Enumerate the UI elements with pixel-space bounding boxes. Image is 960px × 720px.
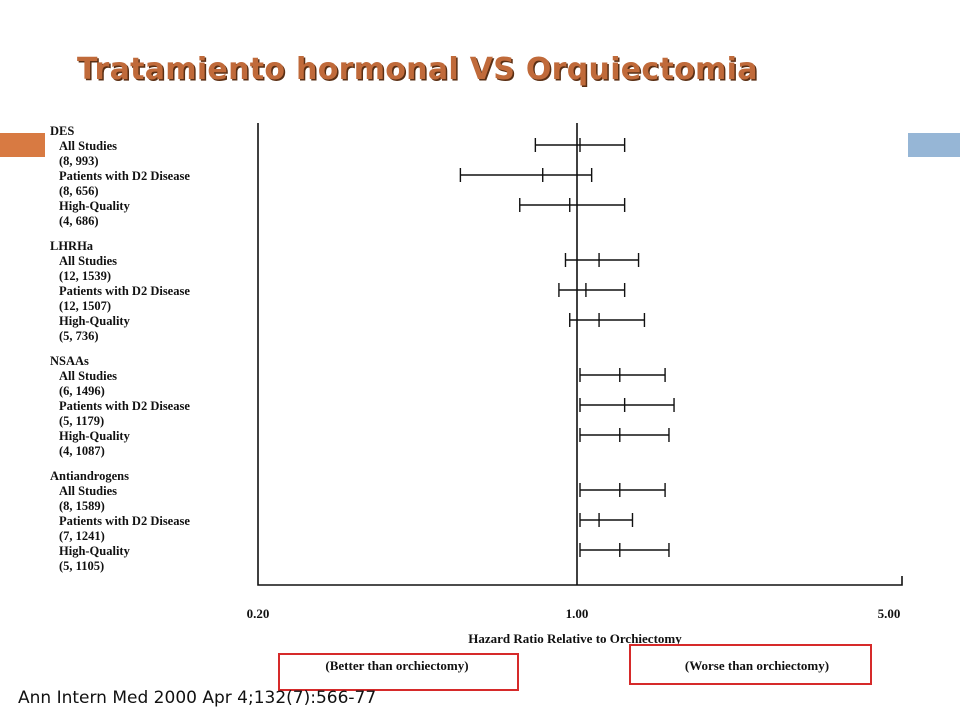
row-count: (8, 656) (59, 184, 99, 198)
row-label: All Studies (59, 254, 117, 268)
group-label: NSAAs (50, 354, 89, 368)
slide-title: Tratamiento hormonal VS Orquiectomia (77, 52, 758, 87)
row-label: High-Quality (59, 429, 131, 443)
row-count: (7, 1241) (59, 529, 105, 543)
citation: Ann Intern Med 2000 Apr 4;132(7):566-77 (18, 688, 377, 708)
row-count: (4, 686) (59, 214, 99, 228)
group-label: DES (50, 124, 74, 138)
worse-callout-box (629, 644, 872, 685)
accent-bar-right (908, 133, 960, 157)
region-label-left: (Better than orchiectomy) (325, 658, 468, 673)
row-count: (8, 1589) (59, 499, 105, 513)
group-label: LHRHa (50, 239, 94, 253)
row-label: High-Quality (59, 544, 131, 558)
row-count: (6, 1496) (59, 384, 105, 398)
better-callout-box (278, 653, 519, 691)
row-count: (12, 1507) (59, 299, 111, 313)
row-label: High-Quality (59, 314, 131, 328)
row-label: High-Quality (59, 199, 131, 213)
x-tick-label: 5.00 (878, 606, 901, 621)
row-label: Patients with D2 Disease (59, 284, 190, 298)
row-count: (5, 736) (59, 329, 99, 343)
x-tick-label: 1.00 (566, 606, 589, 621)
row-label: Patients with D2 Disease (59, 514, 190, 528)
accent-bar-left (0, 133, 45, 157)
x-axis-label: Hazard Ratio Relative to Orchiectomy (468, 631, 682, 646)
row-count: (12, 1539) (59, 269, 111, 283)
plot-axes (257, 123, 903, 586)
row-label: Patients with D2 Disease (59, 399, 190, 413)
row-label: Patients with D2 Disease (59, 169, 190, 183)
row-count: (4, 1087) (59, 444, 105, 458)
row-count: (5, 1105) (59, 559, 104, 573)
row-label: All Studies (59, 484, 117, 498)
row-count: (5, 1179) (59, 414, 104, 428)
region-label-right: (Worse than orchiectomy) (685, 658, 829, 673)
group-label: Antiandrogens (50, 469, 129, 483)
row-label: All Studies (59, 369, 117, 383)
row-label: All Studies (59, 139, 117, 153)
x-tick-label: 0.20 (247, 606, 270, 621)
row-count: (8, 993) (59, 154, 99, 168)
